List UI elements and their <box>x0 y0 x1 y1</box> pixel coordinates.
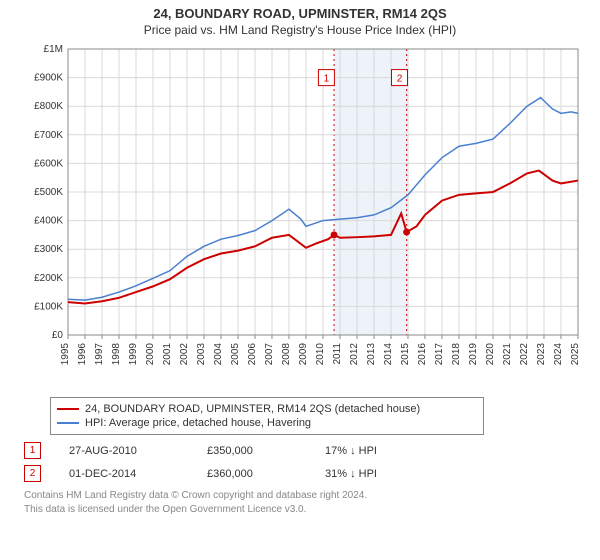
svg-text:2022: 2022 <box>519 343 530 366</box>
svg-text:2008: 2008 <box>281 343 292 366</box>
marker-id-box: 1 <box>24 442 41 459</box>
marker-id-box: 2 <box>24 465 41 482</box>
svg-text:2000: 2000 <box>145 343 156 366</box>
svg-text:£0: £0 <box>52 330 64 341</box>
svg-text:1995: 1995 <box>60 343 71 366</box>
svg-text:£800K: £800K <box>34 101 63 112</box>
svg-text:£300K: £300K <box>34 244 63 255</box>
svg-text:2020: 2020 <box>485 343 496 366</box>
svg-text:£1M: £1M <box>44 44 63 55</box>
svg-text:£200K: £200K <box>34 273 63 284</box>
marker-price: £360,000 <box>207 468 297 480</box>
svg-text:1: 1 <box>324 74 330 85</box>
svg-text:2003: 2003 <box>196 343 207 366</box>
svg-text:2007: 2007 <box>264 343 275 366</box>
legend-swatch <box>57 408 79 410</box>
svg-text:1999: 1999 <box>128 343 139 366</box>
svg-text:2010: 2010 <box>315 343 326 366</box>
svg-text:2005: 2005 <box>230 343 241 366</box>
svg-text:2004: 2004 <box>213 343 224 366</box>
marker-delta: 17% ↓ HPI <box>325 445 377 457</box>
markers-table: 1 27-AUG-2010 £350,000 17% ↓ HPI 2 01-DEC-201… <box>24 439 590 485</box>
svg-text:2011: 2011 <box>332 343 343 365</box>
chart-canvas: £0 £100K £200K £300K £400K £500K £600K £700K £80… <box>22 43 582 391</box>
svg-text:2006: 2006 <box>247 343 258 366</box>
svg-text:1998: 1998 <box>111 343 122 366</box>
legend-label: HPI: Average price, detached house, Have… <box>85 417 311 429</box>
legend-swatch <box>57 422 79 424</box>
marker-row: 1 27-AUG-2010 £350,000 17% ↓ HPI <box>24 439 590 462</box>
svg-text:2013: 2013 <box>366 343 377 366</box>
svg-text:£100K: £100K <box>34 301 63 312</box>
marker-delta: 31% ↓ HPI <box>325 468 377 480</box>
legend: 24, BOUNDARY ROAD, UPMINSTER, RM14 2QS (… <box>50 397 484 435</box>
marker-date: 01-DEC-2014 <box>69 468 179 480</box>
svg-text:£500K: £500K <box>34 187 63 198</box>
marker-row: 2 01-DEC-2014 £360,000 31% ↓ HPI <box>24 462 590 485</box>
svg-text:£600K: £600K <box>34 158 63 169</box>
svg-text:2019: 2019 <box>468 343 479 366</box>
svg-text:2025: 2025 <box>570 343 581 366</box>
legend-label: 24, BOUNDARY ROAD, UPMINSTER, RM14 2QS (… <box>85 403 420 415</box>
svg-text:2002: 2002 <box>179 343 190 366</box>
svg-text:2: 2 <box>397 74 403 85</box>
svg-text:2012: 2012 <box>349 343 360 366</box>
footer-line: Contains HM Land Registry data © Crown c… <box>24 489 590 503</box>
svg-text:2017: 2017 <box>434 343 445 366</box>
marker-dot <box>403 229 410 236</box>
svg-text:2009: 2009 <box>298 343 309 366</box>
svg-text:£700K: £700K <box>34 130 63 141</box>
svg-text:1997: 1997 <box>94 343 105 366</box>
svg-text:2001: 2001 <box>162 343 173 366</box>
marker-date: 27-AUG-2010 <box>69 445 179 457</box>
svg-text:2021: 2021 <box>502 343 513 366</box>
footer-attribution: Contains HM Land Registry data © Crown c… <box>24 489 590 516</box>
svg-text:2024: 2024 <box>553 343 564 366</box>
svg-text:2018: 2018 <box>451 343 462 366</box>
legend-row: HPI: Average price, detached house, Have… <box>57 416 477 430</box>
svg-text:2014: 2014 <box>383 343 394 366</box>
svg-text:1996: 1996 <box>77 343 88 366</box>
chart-title: 24, BOUNDARY ROAD, UPMINSTER, RM14 2QS <box>10 6 590 21</box>
footer-line: This data is licensed under the Open Gov… <box>24 503 590 517</box>
svg-text:2023: 2023 <box>536 343 547 366</box>
svg-text:2015: 2015 <box>400 343 411 366</box>
svg-text:£400K: £400K <box>34 216 63 227</box>
svg-text:£900K: £900K <box>34 73 63 84</box>
marker-dot <box>331 231 338 238</box>
chart-subtitle: Price paid vs. HM Land Registry's House … <box>10 23 590 37</box>
legend-row: 24, BOUNDARY ROAD, UPMINSTER, RM14 2QS (… <box>57 402 477 416</box>
svg-text:2016: 2016 <box>417 343 428 366</box>
marker-price: £350,000 <box>207 445 297 457</box>
